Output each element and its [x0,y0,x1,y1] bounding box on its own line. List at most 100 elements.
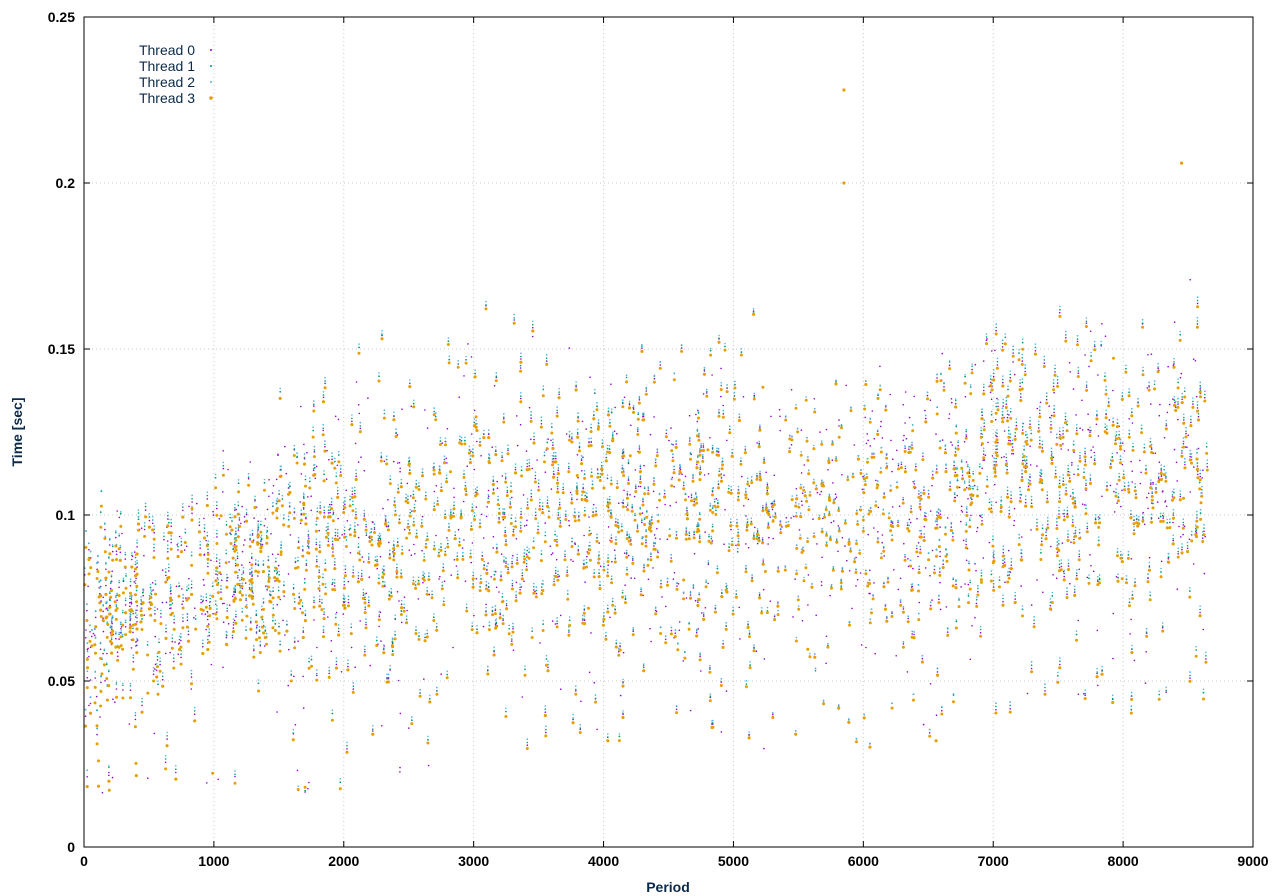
data-point [327,538,330,540]
data-point [871,410,874,412]
data-point [709,437,711,439]
data-point [1160,475,1163,478]
data-point [257,575,259,577]
data-point [1186,547,1189,550]
data-point [1058,543,1060,545]
data-point [334,460,336,463]
data-point [571,497,573,499]
data-point [1092,570,1095,573]
data-point [1193,466,1195,468]
data-point [1142,516,1144,518]
data-point [1009,704,1011,707]
data-point [496,546,498,549]
data-point [1041,447,1044,449]
data-point [1165,424,1168,427]
data-point [1086,576,1089,579]
data-point [218,517,221,520]
data-point [1069,582,1071,585]
data-point [568,434,571,436]
data-point [615,520,617,523]
data-point [450,512,452,514]
data-point [895,655,897,657]
data-point [673,572,676,574]
data-point [820,584,823,587]
data-point [746,480,749,483]
data-point [412,579,415,582]
data-point [307,535,310,537]
data-point [170,522,172,524]
data-point [136,640,138,643]
data-point [251,532,254,535]
data-point [571,540,573,543]
data-point [594,697,597,700]
data-point [1172,537,1174,540]
data-point [1056,521,1058,523]
data-point [1160,469,1162,471]
data-point [834,493,837,496]
data-point [85,629,87,631]
data-point [214,603,217,605]
data-point [1030,529,1032,531]
data-point [182,597,184,599]
data-point [641,537,643,540]
data-point [460,439,463,442]
data-point [216,574,219,576]
data-point [1029,480,1031,482]
data-point [790,389,793,391]
data-point [544,708,547,710]
data-point [711,447,714,449]
data-point [501,455,503,457]
data-point [630,424,632,427]
data-point [637,428,639,431]
data-point [1067,533,1069,535]
data-point [727,487,730,490]
data-point [350,626,353,629]
data-point [1073,538,1075,541]
data-point [165,652,167,655]
data-point [434,415,437,418]
data-point [885,406,887,408]
data-point [1097,539,1100,542]
data-point [819,493,821,496]
data-point [337,418,340,421]
data-point [1192,403,1194,405]
data-point [239,585,241,587]
data-point [1094,517,1097,519]
data-point [686,506,688,509]
data-point [136,546,138,548]
data-point [277,453,279,456]
data-point [558,503,561,506]
data-point [457,363,460,365]
data-point [263,482,266,484]
data-point [954,402,957,405]
data-point [1092,446,1094,448]
data-point [190,673,193,675]
data-point [237,577,239,579]
data-point [156,659,159,661]
data-point [1013,524,1015,527]
data-point [272,485,275,487]
data-point [474,372,476,375]
data-point [168,570,170,572]
data-point [1161,625,1164,627]
data-point [699,655,701,658]
data-point [264,518,267,520]
data-point [1039,439,1041,442]
data-point [251,574,253,576]
data-point [906,671,909,673]
data-point [545,360,548,362]
data-point [623,489,625,492]
data-point [1039,474,1041,477]
data-point [241,611,244,613]
data-point [1190,418,1192,421]
data-point [368,556,370,558]
data-point [470,525,473,527]
data-point [523,525,526,527]
data-point [717,450,720,453]
data-point [1180,536,1182,538]
data-point [129,597,131,600]
data-point [714,607,717,609]
data-point [745,543,747,545]
data-point [568,631,570,633]
data-point [1177,403,1179,405]
